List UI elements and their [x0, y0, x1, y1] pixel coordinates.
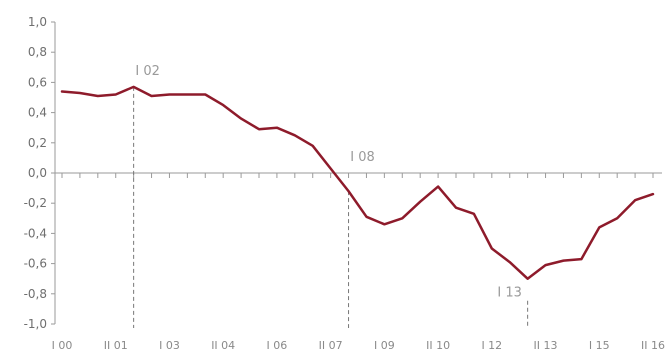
annotation-label: I 13 [497, 286, 522, 301]
y-tick-label: -0,6 [24, 257, 47, 271]
x-tick-label: II 04 [211, 339, 235, 352]
x-tick-label: II 13 [534, 339, 558, 352]
x-axis: I 00 II 01 I 03 II 04 I 06 II 07 I 09 II 10 I 12… [52, 172, 665, 352]
x-tick-label: I 00 [52, 339, 73, 352]
y-tick-label: 1,0 [28, 15, 47, 29]
annotations: I 02 I 08 I 13 [133, 64, 529, 328]
x-tick-label: I 09 [374, 339, 395, 352]
x-tick-label: I 03 [159, 339, 180, 352]
y-tick-label: 0,4 [28, 106, 47, 120]
series-group [60, 85, 655, 280]
series-line [60, 85, 655, 280]
y-tick-label: -0,4 [24, 226, 47, 240]
annotation-label: I 02 [135, 64, 160, 79]
y-tick-label: 0,2 [28, 136, 47, 150]
x-tick-label: II 07 [319, 339, 343, 352]
y-tick-label: 0,6 [28, 75, 47, 89]
y-axis: 1,0 0,8 0,6 0,4 0,2 0,0 -0,2 -0,4 -0,6 -0,8 -1,0 [24, 15, 56, 331]
x-tick-label: II 10 [426, 339, 450, 352]
y-tick-label: -0,8 [24, 287, 47, 301]
x-tick-label: I 06 [267, 339, 288, 352]
y-tick-label: 0,0 [28, 166, 47, 180]
y-tick-label: -0,2 [24, 196, 47, 210]
x-tick-label: II 16 [641, 339, 665, 352]
x-tick-label: II 01 [104, 339, 128, 352]
x-tick-label: I 12 [481, 339, 502, 352]
x-tick-label: I 15 [589, 339, 610, 352]
y-tick-label: -1,0 [24, 317, 47, 331]
y-tick-label: 0,8 [28, 45, 47, 59]
annotation-label: I 08 [350, 150, 375, 165]
